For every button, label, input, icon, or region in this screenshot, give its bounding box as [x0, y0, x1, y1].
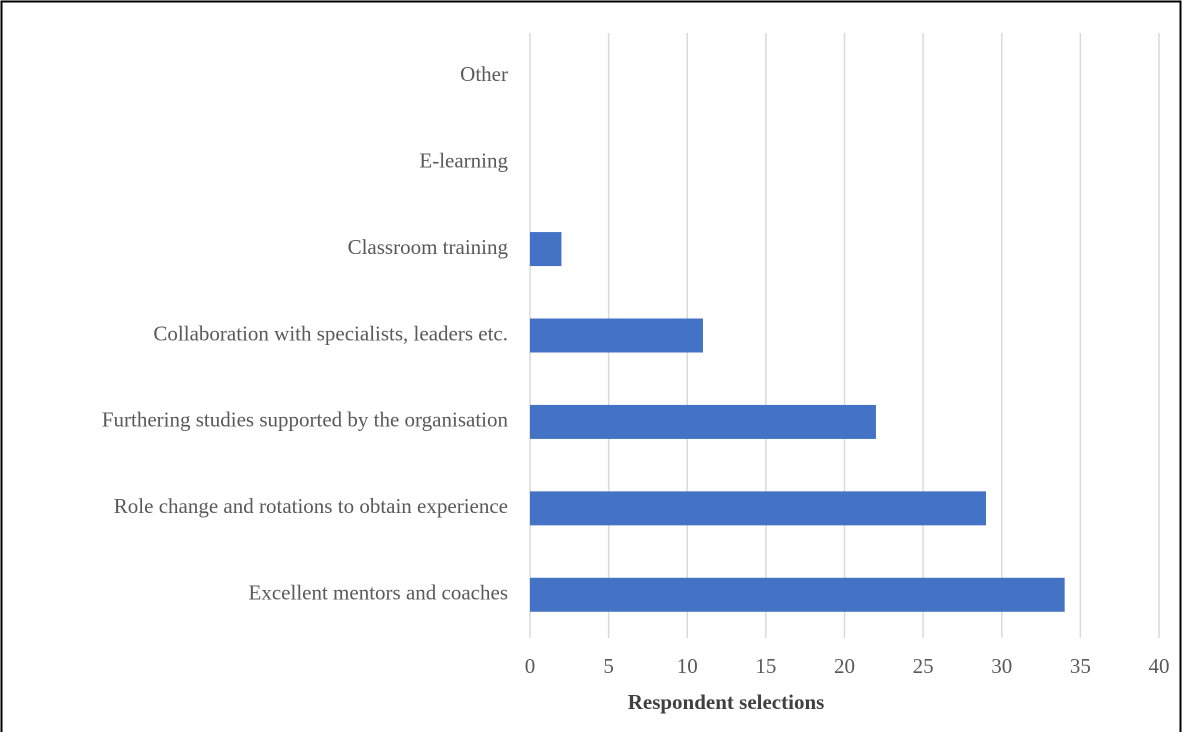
bar — [530, 491, 987, 526]
x-tick-label: 20 — [834, 654, 855, 678]
x-tick-label: 30 — [991, 654, 1012, 678]
x-tick-label: 15 — [755, 654, 776, 678]
x-tick-label: 10 — [677, 654, 698, 678]
y-tick-label: E-learning — [419, 148, 508, 172]
x-tick-label: 5 — [603, 654, 614, 678]
bar — [530, 577, 1065, 612]
x-tick-label: 35 — [1070, 654, 1091, 678]
y-tick-label: Excellent mentors and coaches — [249, 581, 508, 605]
y-tick-label: Collaboration with specialists, leaders … — [153, 321, 508, 345]
y-tick-label: Other — [460, 62, 508, 86]
x-tick-label: 40 — [1149, 654, 1170, 678]
y-tick-label: Classroom training — [348, 235, 509, 259]
x-tick-label: 0 — [525, 654, 536, 678]
y-tick-label: Role change and rotations to obtain expe… — [114, 494, 508, 518]
x-axis-title: Respondent selections — [628, 690, 825, 714]
bar — [530, 232, 562, 267]
x-tick-label: 25 — [913, 654, 934, 678]
bar — [530, 318, 703, 353]
bar — [530, 404, 876, 439]
y-tick-label: Furthering studies supported by the orga… — [102, 408, 509, 432]
